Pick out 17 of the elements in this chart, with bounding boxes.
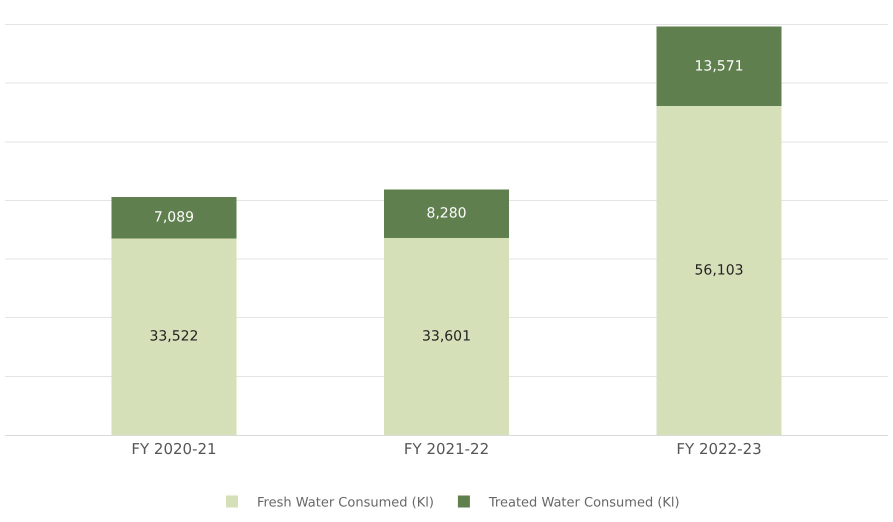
bar (384, 189, 510, 238)
legend-label: Treated Water Consumed (Kl) (488, 496, 680, 511)
data-label: 33,522 (149, 328, 198, 345)
bar (111, 196, 237, 238)
data-label: 33,601 (422, 328, 471, 344)
bar (656, 26, 782, 106)
bar (656, 106, 782, 435)
data-label: 56,103 (694, 262, 744, 279)
bar (384, 238, 510, 435)
data-label: 8,280 (426, 206, 467, 222)
x-tick-label: FY 2022-23 (676, 440, 762, 458)
data-label: 13,571 (694, 58, 744, 74)
x-tick-label: FY 2021-22 (404, 440, 490, 458)
data-label: 7,089 (154, 210, 194, 226)
bar (111, 238, 237, 435)
x-tick-label: FY 2020-21 (131, 440, 217, 458)
legend-label: Fresh Water Consumed (Kl) (257, 496, 434, 511)
